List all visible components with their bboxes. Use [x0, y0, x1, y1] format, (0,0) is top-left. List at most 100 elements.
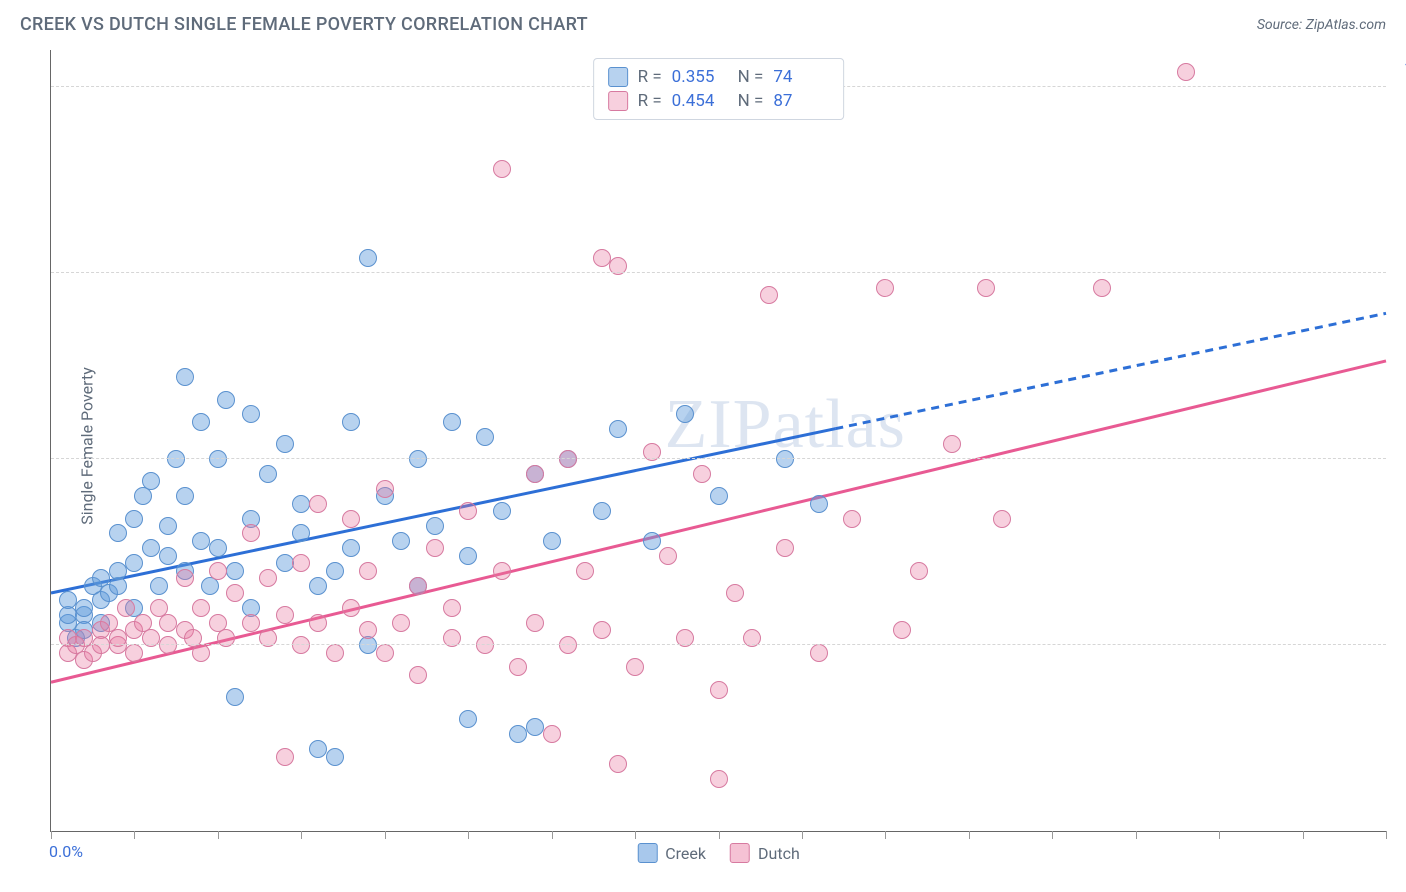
data-point: [392, 532, 410, 550]
legend-label: Creek: [665, 844, 706, 863]
x-tick-first: 0.0%: [49, 842, 83, 861]
data-point: [810, 644, 828, 662]
data-point: [276, 748, 294, 766]
data-point: [209, 562, 227, 580]
data-point: [409, 666, 427, 684]
data-point: [609, 420, 627, 438]
x-tick: [468, 831, 469, 839]
data-point: [526, 718, 544, 736]
data-point: [192, 413, 210, 431]
data-point: [876, 279, 894, 297]
data-point: [426, 517, 444, 535]
data-point: [359, 562, 377, 580]
x-tick: [385, 831, 386, 839]
x-tick: [802, 831, 803, 839]
data-point: [376, 480, 394, 498]
data-point: [810, 495, 828, 513]
data-point: [342, 539, 360, 557]
data-point: [593, 249, 611, 267]
x-tick: [719, 831, 720, 839]
data-point: [426, 539, 444, 557]
data-point: [509, 725, 527, 743]
data-point: [710, 681, 728, 699]
data-point: [259, 465, 277, 483]
data-point: [176, 569, 194, 587]
x-tick: [51, 831, 52, 839]
series-legend: Creek Dutch: [637, 843, 800, 863]
data-point: [509, 658, 527, 676]
scatter-plot: [51, 50, 1386, 831]
data-point: [676, 405, 694, 423]
gridline: [51, 272, 1386, 273]
data-point: [209, 539, 227, 557]
data-point: [476, 428, 494, 446]
x-tick: [552, 831, 553, 839]
data-point: [710, 770, 728, 788]
legend-item: Dutch: [730, 843, 800, 863]
data-point: [309, 614, 327, 632]
data-point: [376, 644, 394, 662]
legend-label: Dutch: [758, 844, 800, 863]
data-point: [526, 465, 544, 483]
data-point: [760, 286, 778, 304]
data-point: [493, 160, 511, 178]
data-point: [276, 435, 294, 453]
data-point: [109, 562, 127, 580]
data-point: [292, 636, 310, 654]
data-point: [593, 502, 611, 520]
x-tick: [1386, 831, 1387, 839]
data-point: [292, 495, 310, 513]
data-point: [342, 599, 360, 617]
legend-stat-row: R =0.355N =74: [608, 65, 830, 89]
data-point: [1093, 279, 1111, 297]
x-tick: [301, 831, 302, 839]
data-point: [167, 450, 185, 468]
data-point: [150, 577, 168, 595]
data-point: [543, 532, 561, 550]
data-point: [117, 599, 135, 617]
data-point: [576, 562, 594, 580]
stats-legend: R =0.355N =74R =0.454N =87: [593, 58, 845, 120]
data-point: [776, 539, 794, 557]
legend-swatch: [637, 843, 657, 863]
data-point: [92, 636, 110, 654]
data-point: [309, 495, 327, 513]
data-point: [459, 547, 477, 565]
data-point: [309, 740, 327, 758]
data-point: [693, 465, 711, 483]
data-point: [109, 524, 127, 542]
data-point: [493, 562, 511, 580]
data-point: [226, 688, 244, 706]
data-point: [217, 391, 235, 409]
legend-swatch: [730, 843, 750, 863]
data-point: [259, 569, 277, 587]
data-point: [192, 599, 210, 617]
data-point: [543, 725, 561, 743]
data-point: [659, 547, 677, 565]
data-point: [559, 636, 577, 654]
data-point: [643, 532, 661, 550]
data-point: [626, 658, 644, 676]
data-point: [176, 368, 194, 386]
x-tick: [1303, 831, 1304, 839]
data-point: [242, 614, 260, 632]
data-point: [326, 644, 344, 662]
data-point: [409, 450, 427, 468]
legend-item: Creek: [637, 843, 706, 863]
data-point: [209, 450, 227, 468]
x-tick: [218, 831, 219, 839]
x-tick: [1052, 831, 1053, 839]
data-point: [176, 487, 194, 505]
x-tick-last: 80.0%: [1396, 842, 1406, 861]
x-tick: [885, 831, 886, 839]
data-point: [342, 413, 360, 431]
data-point: [459, 710, 477, 728]
data-point: [326, 562, 344, 580]
data-point: [392, 614, 410, 632]
data-point: [59, 591, 77, 609]
legend-swatch: [608, 67, 628, 87]
data-point: [443, 599, 461, 617]
y-tick-label: 100.0%: [1396, 59, 1406, 78]
chart-title: CREEK VS DUTCH SINGLE FEMALE POVERTY COR…: [20, 14, 588, 35]
data-point: [192, 532, 210, 550]
